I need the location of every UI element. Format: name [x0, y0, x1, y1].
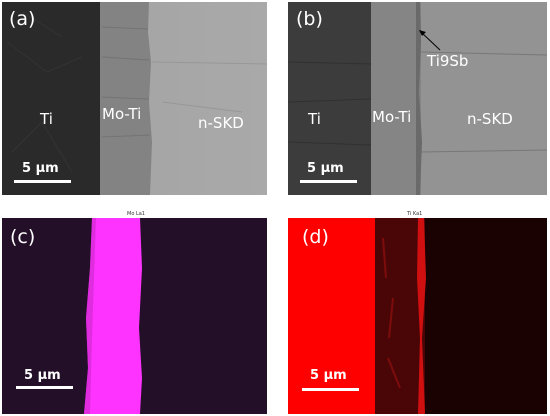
- region-label-n-skd-b: n-SKD: [467, 110, 513, 128]
- scale-bar-d: [302, 388, 359, 391]
- eds-map-mo: (c) 5 μm: [2, 218, 267, 414]
- annotation-ti9sb: Ti9Sb: [427, 52, 469, 70]
- region-label-ti-a: Ti: [40, 110, 53, 128]
- scale-bar-b: [300, 180, 357, 183]
- map-title-c: Mo La1: [127, 211, 145, 217]
- region-label-mo-ti-a: Mo-Ti: [102, 105, 142, 123]
- sem-image-a-graphic: [2, 2, 267, 195]
- eds-map-mo-graphic: [2, 218, 267, 414]
- scale-bar-label-d: 5 μm: [310, 368, 347, 383]
- panel-label-b: (b): [296, 8, 323, 30]
- region-label-mo-ti-b: Mo-Ti: [372, 108, 412, 126]
- sem-image-b-graphic: [288, 2, 547, 195]
- scale-bar-label-b: 5 μm: [307, 161, 344, 176]
- eds-map-ti-graphic: [288, 218, 547, 414]
- scale-bar-label-c: 5 μm: [24, 368, 61, 383]
- map-title-d: Ti Ka1: [407, 211, 423, 217]
- region-label-ti-b: Ti: [308, 110, 321, 128]
- scale-bar-c: [16, 386, 73, 389]
- scale-bar-a: [14, 180, 71, 183]
- region-label-n-skd-a: n-SKD: [198, 114, 244, 132]
- scale-bar-label-a: 5 μm: [22, 161, 59, 176]
- panel-label-d: (d): [302, 226, 329, 248]
- sem-image-a: (a) Ti Mo-Ti n-SKD 5 μm: [2, 2, 267, 195]
- panel-label-c: (c): [10, 226, 36, 248]
- sem-image-b: (b) Ti Mo-Ti n-SKD Ti9Sb 5 μm: [288, 2, 547, 195]
- eds-map-ti: (d) 5 μm: [288, 218, 547, 414]
- panel-label-a: (a): [9, 8, 36, 30]
